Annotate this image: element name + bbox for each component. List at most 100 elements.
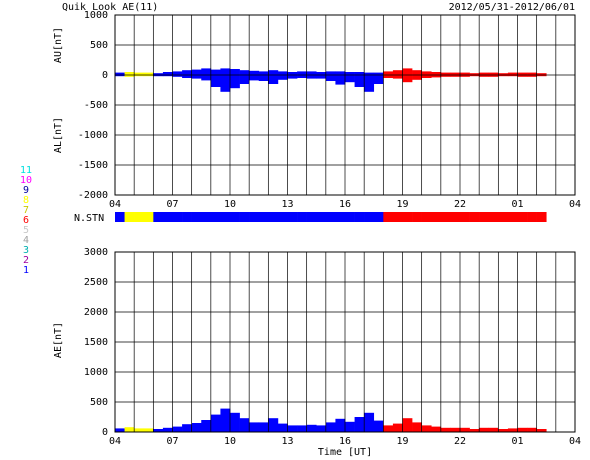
data-bar xyxy=(153,75,164,77)
data-bar xyxy=(124,72,135,75)
data-bar xyxy=(249,70,260,75)
plot-frame xyxy=(114,14,576,196)
station-bar xyxy=(277,212,288,222)
data-bar xyxy=(412,75,422,80)
data-bar xyxy=(115,428,125,432)
data-bar xyxy=(134,75,145,77)
data-bar xyxy=(345,75,355,83)
data-bar xyxy=(517,75,528,77)
station-legend: 11 xyxy=(20,165,32,176)
station-legend: 5 xyxy=(23,225,29,236)
station-bar xyxy=(153,212,164,222)
data-bar xyxy=(345,421,355,432)
x-tick-label: 04 xyxy=(569,436,581,447)
y-tick-label: 1000 xyxy=(84,10,108,21)
data-bar xyxy=(191,423,202,432)
data-bar xyxy=(373,72,384,75)
data-bar xyxy=(210,69,221,75)
station-legend: 2 xyxy=(23,255,29,266)
data-bar xyxy=(162,75,173,77)
station-bar xyxy=(536,212,547,222)
station-bar xyxy=(325,212,336,222)
data-bar xyxy=(220,75,231,92)
plot-frame xyxy=(114,251,576,433)
station-bar xyxy=(440,212,451,222)
data-bar xyxy=(239,418,250,432)
x-tick-label: 22 xyxy=(454,199,466,210)
data-bar xyxy=(306,71,317,75)
data-bar xyxy=(440,72,451,75)
station-bar xyxy=(287,212,298,222)
data-bar xyxy=(527,427,537,432)
y-tick-label: -1000 xyxy=(78,130,108,141)
data-bar xyxy=(153,73,164,75)
data-bar xyxy=(440,75,451,77)
y-tick-label: -500 xyxy=(84,100,108,111)
data-bar xyxy=(373,75,384,84)
x-tick-label: 04 xyxy=(109,436,121,447)
data-bar xyxy=(115,75,125,77)
station-bar xyxy=(143,212,154,222)
data-bar xyxy=(268,70,279,75)
data-bar xyxy=(431,75,442,78)
data-bar xyxy=(364,75,375,92)
station-bar xyxy=(527,212,537,222)
date-range: 2012/05/31-2012/06/01 xyxy=(449,2,575,13)
data-bar xyxy=(507,428,518,432)
station-bar xyxy=(392,212,403,222)
data-bar xyxy=(507,75,518,77)
data-bar xyxy=(239,70,250,75)
x-tick-label: 22 xyxy=(454,436,466,447)
data-bar xyxy=(345,72,355,75)
data-bar xyxy=(460,427,470,432)
station-bar xyxy=(364,212,375,222)
data-bar xyxy=(191,75,202,79)
data-bar xyxy=(354,72,365,75)
data-bar xyxy=(412,422,422,432)
x-tick-label: 19 xyxy=(396,199,408,210)
data-bar xyxy=(460,72,470,75)
station-label: N.STN xyxy=(74,213,104,224)
data-bar xyxy=(479,427,490,432)
data-bar xyxy=(335,75,346,85)
station-bar xyxy=(431,212,442,222)
y-tick-label: 0 xyxy=(102,70,108,81)
station-bar xyxy=(124,212,135,222)
station-bar xyxy=(268,212,279,222)
station-legend: 7 xyxy=(23,205,29,216)
data-bar xyxy=(134,428,145,432)
data-bar xyxy=(392,75,403,79)
station-bar xyxy=(354,212,365,222)
data-bar xyxy=(402,68,413,75)
data-bar xyxy=(239,75,250,84)
x-tick-label: 16 xyxy=(339,199,351,210)
data-bar xyxy=(325,422,336,432)
data-bar xyxy=(431,426,442,432)
y-axis-label: AU[nT] xyxy=(53,27,64,63)
x-tick-label: 10 xyxy=(224,199,236,210)
station-legend: 4 xyxy=(23,235,29,246)
y-tick-label: 500 xyxy=(90,397,108,408)
data-bar xyxy=(182,75,192,78)
data-bar xyxy=(249,422,260,432)
x-tick-label: 01 xyxy=(511,436,523,447)
data-bar xyxy=(191,69,202,75)
data-bar xyxy=(210,75,221,87)
x-tick-label: 10 xyxy=(224,436,236,447)
data-bar xyxy=(201,75,212,81)
station-bar xyxy=(220,212,231,222)
data-bar xyxy=(297,71,307,75)
data-bar xyxy=(498,75,509,77)
station-bar xyxy=(469,212,480,222)
data-bar xyxy=(297,75,307,78)
data-bar xyxy=(258,75,269,81)
data-bar xyxy=(287,75,298,79)
data-bar xyxy=(488,427,499,432)
station-bar xyxy=(182,212,192,222)
data-bar xyxy=(421,75,432,78)
data-bar xyxy=(220,68,231,75)
y-tick-label: 2000 xyxy=(84,307,108,318)
y-tick-label: -1500 xyxy=(78,160,108,171)
data-bar xyxy=(469,429,480,432)
